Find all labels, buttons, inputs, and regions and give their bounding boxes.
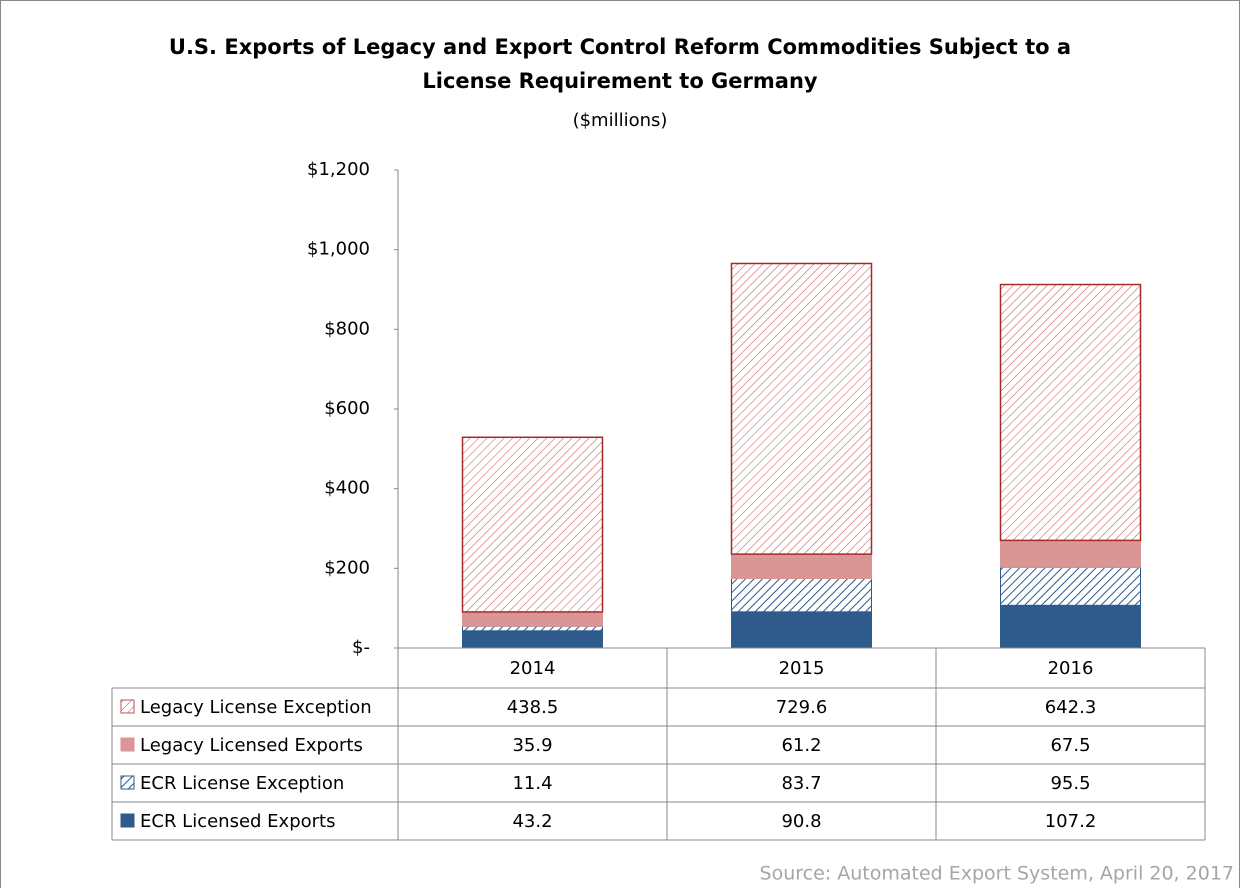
bar-segment — [730, 262, 873, 555]
table-value: 11.4 — [512, 773, 552, 794]
table-value: 642.3 — [1045, 697, 1097, 718]
x-tick-label: 2016 — [1048, 658, 1094, 679]
x-tick-label: 2014 — [510, 658, 556, 679]
bar-segment — [1000, 539, 1141, 568]
table-value: 95.5 — [1050, 773, 1090, 794]
table-value: 90.8 — [781, 811, 821, 832]
y-tick-label: $800 — [324, 318, 370, 339]
legend-label: ECR Licensed Exports — [140, 811, 335, 832]
bar-segment — [731, 611, 872, 649]
legend-label: Legacy License Exception — [140, 697, 372, 718]
y-tick-label: $- — [352, 637, 370, 658]
chart-title: License Requirement to Germany — [422, 69, 818, 93]
table-value: 61.2 — [781, 735, 821, 756]
bar-segment — [462, 625, 603, 632]
legend-label: Legacy Licensed Exports — [140, 735, 363, 756]
source-note: Source: Automated Export System, April 2… — [760, 863, 1234, 885]
y-tick-label: $600 — [324, 398, 370, 419]
y-tick-label: $400 — [324, 478, 370, 499]
table-value: 35.9 — [512, 735, 552, 756]
chart-subtitle: ($millions) — [573, 110, 668, 131]
legend-key — [120, 699, 135, 714]
y-tick-label: $1,200 — [307, 159, 370, 180]
bar-segment — [731, 553, 872, 579]
legend-label: ECR License Exception — [140, 773, 344, 794]
table-value: 729.6 — [776, 697, 828, 718]
legend-key — [120, 813, 135, 828]
table-value: 107.2 — [1045, 811, 1097, 832]
chart-title: U.S. Exports of Legacy and Export Contro… — [169, 35, 1071, 59]
bar-segment — [461, 436, 604, 613]
table-value: 67.5 — [1050, 735, 1090, 756]
table-value: 83.7 — [781, 773, 821, 794]
legend-key — [120, 775, 135, 790]
bar-segment — [1000, 604, 1141, 649]
bar-segment — [462, 630, 603, 649]
x-tick-label: 2015 — [779, 658, 825, 679]
table-value: 43.2 — [512, 811, 552, 832]
bar-segment — [462, 611, 603, 627]
bar-segment — [999, 283, 1142, 542]
bar-segment — [1000, 566, 1141, 606]
table-value: 438.5 — [507, 697, 559, 718]
legend-key — [120, 737, 135, 752]
y-tick-label: $200 — [324, 557, 370, 578]
bar-segment — [731, 577, 872, 613]
y-tick-label: $1,000 — [307, 239, 370, 260]
